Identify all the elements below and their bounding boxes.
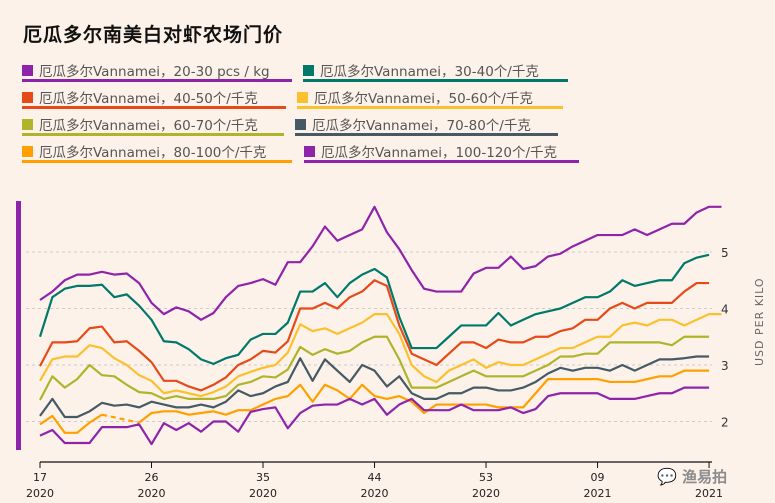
legend-swatch: [22, 92, 33, 103]
legend-label: 厄瓜多尔Vannamei，70-80个/千克: [312, 118, 531, 134]
x-tick-label: 53: [479, 471, 493, 484]
x-tick-year: 2020: [26, 487, 54, 500]
y-tick-label: 3: [721, 359, 729, 373]
x-tick-year: 2020: [249, 487, 277, 500]
legend-underline: [22, 106, 286, 109]
series-line: [39, 386, 710, 446]
series-line: [38, 253, 710, 365]
watermark: 💬 渔易拍: [657, 466, 727, 487]
chart-title: 厄瓜多尔南美白对虾农场门价: [23, 24, 284, 46]
legend-label: 厄瓜多尔Vannamei，30-40个/千克: [320, 64, 539, 80]
x-tick-year: 2021: [584, 487, 612, 500]
x-tick-label: 26: [145, 471, 159, 484]
legend-swatch: [22, 146, 33, 157]
x-tick-year: 2020: [361, 487, 389, 500]
x-tick-year: 2020: [138, 487, 166, 500]
x-tick-year: 2021: [695, 487, 723, 500]
legend-underline: [303, 79, 568, 82]
watermark-text: 渔易拍: [682, 468, 728, 486]
legend-item: 厄瓜多尔Vannamei，50-60个/千克: [297, 87, 563, 109]
series-line: [39, 279, 710, 392]
legend-label: 厄瓜多尔Vannamei，40-50个/千克: [39, 91, 258, 107]
legend-label: 厄瓜多尔Vannamei，60-70个/千克: [39, 118, 258, 134]
legend-item: 厄瓜多尔Vannamei，60-70个/千克: [22, 114, 284, 136]
legend-item: 厄瓜多尔Vannamei，80-100个/千克: [22, 141, 292, 163]
legend-underline: [304, 160, 579, 163]
series-line: [138, 369, 710, 424]
legend-label: 厄瓜多尔Vannamei，80-100个/千克: [39, 145, 267, 161]
legend-underline: [297, 106, 563, 109]
wechat-icon: 💬: [657, 467, 677, 486]
legend-item: 厄瓜多尔Vannamei，20-30 pcs / kg: [22, 60, 292, 82]
legend-label: 厄瓜多尔Vannamei，100-120个/千克: [321, 145, 558, 161]
legend-swatch: [304, 146, 315, 157]
legend-item: 厄瓜多尔Vannamei，100-120个/千克: [304, 141, 579, 163]
legend-underline: [22, 79, 292, 82]
y-axis-label: USD PER KILO: [753, 277, 766, 366]
series-line: [39, 335, 710, 401]
x-tick-label: 17: [33, 471, 47, 484]
series-line: [39, 313, 722, 398]
legend-underline: [295, 133, 558, 136]
legend-swatch: [22, 65, 33, 76]
series-line: [39, 355, 710, 419]
legend-swatch: [297, 92, 308, 103]
legend-underline: [22, 133, 284, 136]
x-tick-label: 44: [368, 471, 382, 484]
legend-label: 厄瓜多尔Vannamei，50-60个/千克: [314, 91, 533, 107]
legend-swatch: [303, 65, 314, 76]
legend-underline: [22, 160, 292, 163]
legend-swatch: [295, 119, 306, 130]
series-line: [39, 413, 103, 434]
legend-item: 厄瓜多尔Vannamei，70-80个/千克: [295, 114, 558, 136]
y-tick-label: 4: [721, 303, 729, 317]
x-tick-label: 09: [591, 471, 605, 484]
legend-item: 厄瓜多尔Vannamei，30-40个/千克: [303, 60, 568, 82]
legend-swatch: [22, 119, 33, 130]
x-tick-label: 35: [256, 471, 270, 484]
left-accent-bar: [16, 201, 21, 450]
y-tick-label: 2: [721, 416, 729, 430]
legend-label: 厄瓜多尔Vannamei，20-30 pcs / kg: [39, 64, 270, 80]
y-tick-label: 5: [721, 246, 729, 260]
x-tick-year: 2020: [472, 487, 500, 500]
series-line: [39, 205, 722, 321]
series-gap-dash: [101, 413, 140, 424]
legend-item: 厄瓜多尔Vannamei，40-50个/千克: [22, 87, 286, 109]
